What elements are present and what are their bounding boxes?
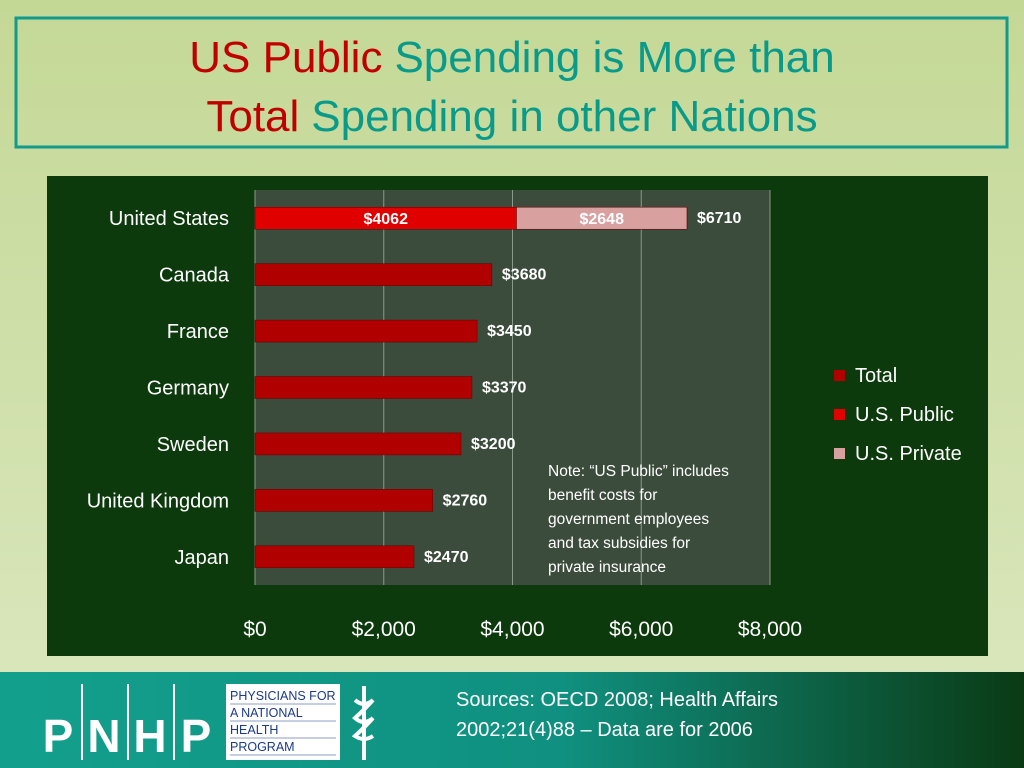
bar (254, 319, 478, 343)
x-tick-label: $8,000 (738, 618, 802, 641)
annotation: and tax subsidies for (548, 535, 690, 552)
data-label: $3450 (487, 323, 532, 340)
logo-box (226, 684, 340, 760)
x-tick-label: $6,000 (609, 618, 673, 641)
logo-letter: N (87, 710, 120, 762)
data-label: $3680 (502, 267, 547, 284)
legend-label: Total (855, 365, 897, 387)
logo-letter: H (133, 710, 166, 762)
annotation: benefit costs for (548, 487, 657, 504)
annotation: private insurance (548, 559, 666, 576)
title-part: Spending is More than (394, 33, 834, 82)
logo-text: HEALTH (230, 723, 278, 737)
annotation: Note: “US Public” includes (548, 463, 729, 480)
bar (254, 545, 415, 569)
y-tick-label: United States (109, 208, 229, 230)
bar (254, 376, 473, 399)
title-part: Total (206, 92, 299, 141)
y-tick-label: Germany (147, 378, 229, 400)
x-tick-label: $0 (243, 618, 266, 641)
y-tick-label: United Kingdom (87, 490, 229, 512)
legend-label: U.S. Private (855, 443, 962, 465)
logo-staff (351, 686, 375, 760)
legend-label: U.S. Public (855, 404, 954, 426)
logo-text: PROGRAM (230, 740, 295, 754)
x-tick-label: $4,000 (480, 618, 544, 641)
title-part: Spending in other Nations (311, 92, 817, 141)
sources: Sources: OECD 2008; Health Affairs (456, 689, 778, 711)
logo-letter: P (43, 710, 74, 762)
footer (0, 672, 1024, 768)
logo-text: PHYSICIANS FOR (230, 689, 336, 703)
bar (254, 489, 433, 512)
data-label: $2760 (443, 492, 488, 509)
sources: 2002;21(4)88 – Data are for 2006 (456, 719, 753, 741)
title-part: US Public (189, 33, 382, 82)
y-tick-label: Japan (175, 547, 230, 569)
bar (516, 206, 688, 230)
legend-swatch (834, 370, 845, 381)
x-tick-label: $2,000 (352, 618, 416, 641)
data-label: $4062 (363, 211, 408, 228)
data-label: $2648 (579, 211, 624, 228)
data-label: $3200 (471, 436, 516, 453)
title-line: US Public Spending is More than (189, 33, 834, 82)
bar (254, 263, 493, 286)
y-tick-label: Canada (159, 265, 230, 287)
title-line: Total Spending in other Nations (206, 92, 817, 141)
title-box (14, 16, 1009, 149)
legend-swatch (834, 448, 845, 459)
data-label: $6710 (697, 210, 742, 227)
logo-letter: P (181, 710, 212, 762)
y-tick-label: Sweden (157, 434, 229, 456)
data-label: $3370 (482, 380, 527, 397)
annotation: government employees (548, 511, 709, 528)
y-tick-label: France (167, 321, 229, 343)
logo-text: A NATIONAL (230, 706, 303, 720)
legend-swatch (834, 409, 845, 420)
data-label: $2470 (424, 549, 469, 566)
bar (254, 432, 462, 456)
